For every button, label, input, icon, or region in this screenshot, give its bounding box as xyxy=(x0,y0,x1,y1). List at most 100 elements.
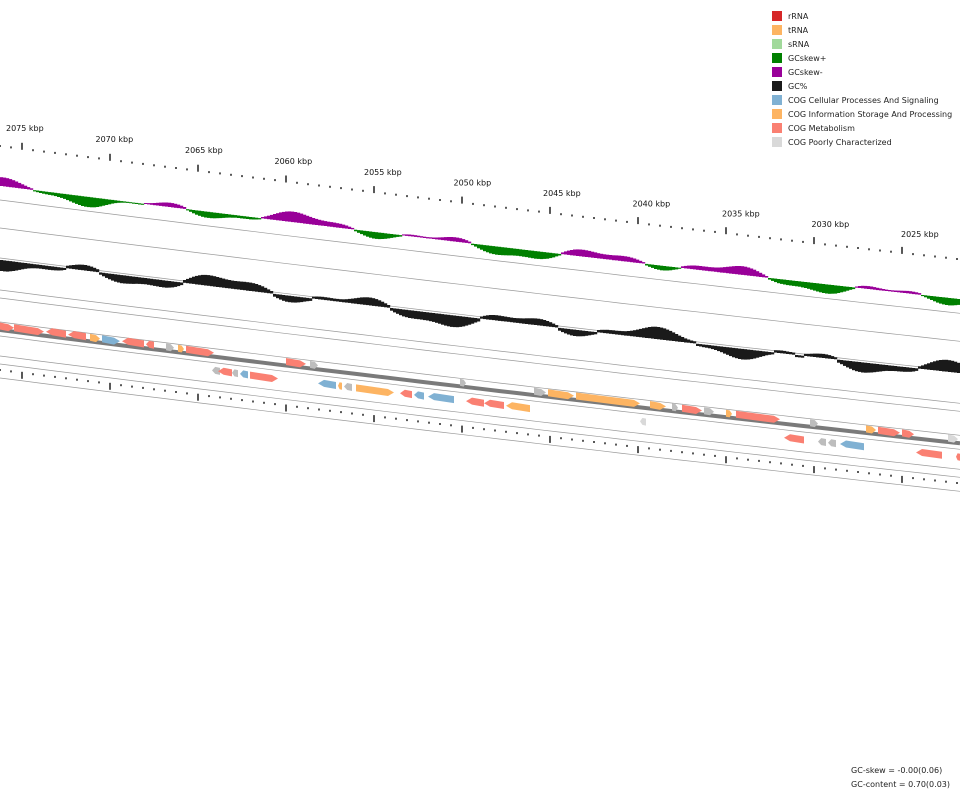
gc-skew-bar xyxy=(837,285,841,293)
gc-content-bar xyxy=(234,281,238,290)
gc-content-bar xyxy=(588,331,592,336)
gc-skew-bar xyxy=(603,254,607,260)
legend-item-rrna: rRNA xyxy=(772,9,952,23)
gc-skew-bar xyxy=(576,249,580,256)
gc-content-bar xyxy=(615,330,619,335)
gc-content-bar xyxy=(81,264,85,271)
gc-content-bar xyxy=(555,325,559,328)
guide-line xyxy=(0,297,960,412)
gc-content-bar xyxy=(222,278,226,288)
gc-skew-bar xyxy=(459,238,463,243)
gc-skew-bar xyxy=(15,181,19,188)
gc-skew-bar xyxy=(75,195,79,204)
gc-skew-bar xyxy=(852,287,856,290)
gc-skew-bar xyxy=(606,254,610,260)
gene-arrow xyxy=(146,340,154,349)
gc-skew-bar xyxy=(207,211,211,218)
gc-content-bar xyxy=(324,297,328,301)
gc-skew-bar xyxy=(738,266,742,275)
gc-skew-bar xyxy=(528,250,532,258)
gene-arrow xyxy=(186,345,214,357)
axis-tick-label: 2060 kbp xyxy=(275,157,313,166)
gc-content-bar xyxy=(843,360,847,366)
gc-content-bar xyxy=(699,344,703,347)
legend-item-trna: tRNA xyxy=(772,23,952,37)
gc-skew-bar xyxy=(594,252,598,258)
gc-content-bar xyxy=(207,275,211,286)
gc-content-bar xyxy=(528,318,532,325)
gc-skew-bar xyxy=(450,237,454,242)
gc-content-bar xyxy=(75,264,79,270)
gc-skew-bar xyxy=(486,245,490,253)
gc-content-bar xyxy=(675,334,679,342)
gc-content-bar xyxy=(834,357,838,360)
gc-skew-bar xyxy=(219,213,223,219)
gc-content-bar xyxy=(426,312,430,321)
gc-content-bar xyxy=(306,297,310,302)
gc-skew-bar xyxy=(957,299,960,305)
gc-content-bar xyxy=(858,362,862,372)
gc-skew-bar xyxy=(273,214,277,220)
gc-skew-bar xyxy=(912,291,916,295)
gc-skew-bar xyxy=(12,180,16,188)
gc-skew-bar xyxy=(615,255,619,261)
gc-skew-bar xyxy=(672,267,676,270)
gc-content-bar xyxy=(111,273,115,281)
gc-content-bar xyxy=(663,328,667,340)
gc-skew-bar xyxy=(609,255,613,260)
gc-content-bar xyxy=(180,282,184,286)
legend-item-cog-metabolism: COG Metabolism xyxy=(772,121,952,135)
gc-content-bar xyxy=(402,309,406,317)
gc-skew-bar xyxy=(303,214,307,224)
gene-arrow xyxy=(460,378,466,387)
gc-content-bar xyxy=(435,313,439,323)
gc-content-bar xyxy=(345,299,349,303)
gc-content-bar xyxy=(87,265,91,271)
gc-content-bar xyxy=(495,315,499,321)
gc-content-bar xyxy=(240,281,244,290)
gc-content-bar xyxy=(522,318,526,324)
gc-skew-bar xyxy=(846,286,850,291)
gc-content-bar xyxy=(69,265,73,269)
gc-content-bar xyxy=(645,327,649,338)
gc-content-bar xyxy=(906,367,910,372)
gc-content-bar xyxy=(285,295,289,302)
gc-skew-bar xyxy=(252,217,256,220)
gc-content-bar xyxy=(204,274,208,286)
gc-content-bar xyxy=(582,330,586,337)
gc-skew-bar xyxy=(30,188,34,190)
gc-skew-bar xyxy=(33,190,37,192)
gc-skew-bar xyxy=(699,266,703,271)
gc-skew-bar xyxy=(225,214,229,218)
gc-skew-bar xyxy=(453,237,457,242)
gc-content-bar xyxy=(813,353,817,357)
gc-skew-bar xyxy=(228,214,232,218)
gc-skew-bar xyxy=(384,233,388,239)
gc-skew-bar xyxy=(438,237,442,240)
gc-content-bar xyxy=(276,294,280,299)
gc-content-bar xyxy=(117,274,121,283)
gc-content-bar xyxy=(63,267,67,270)
gc-skew-bar xyxy=(222,213,226,218)
gc-content-bar xyxy=(516,318,520,323)
gc-content-bar xyxy=(66,265,70,269)
gc-content-bar xyxy=(423,312,427,321)
guide-line xyxy=(0,227,960,342)
gc-skew-bar xyxy=(612,255,616,261)
gene-arrow xyxy=(916,449,942,459)
legend-swatch xyxy=(772,95,782,105)
gc-content-bar xyxy=(321,296,325,300)
gc-content-bar xyxy=(336,298,340,302)
gc-content-bar xyxy=(474,318,478,323)
gc-content-bar xyxy=(579,330,583,337)
gc-skew-bar xyxy=(402,234,406,236)
gc-skew-bar xyxy=(345,225,349,229)
gc-skew-bar xyxy=(537,251,541,259)
gc-content-bar xyxy=(171,281,175,288)
gc-skew-bar xyxy=(24,185,28,189)
gc-content-bar xyxy=(753,350,757,359)
gc-skew-bar xyxy=(213,212,217,219)
gc-skew-bar xyxy=(663,266,667,271)
gc-content-bar xyxy=(942,359,946,372)
gene-arrow xyxy=(810,419,818,428)
